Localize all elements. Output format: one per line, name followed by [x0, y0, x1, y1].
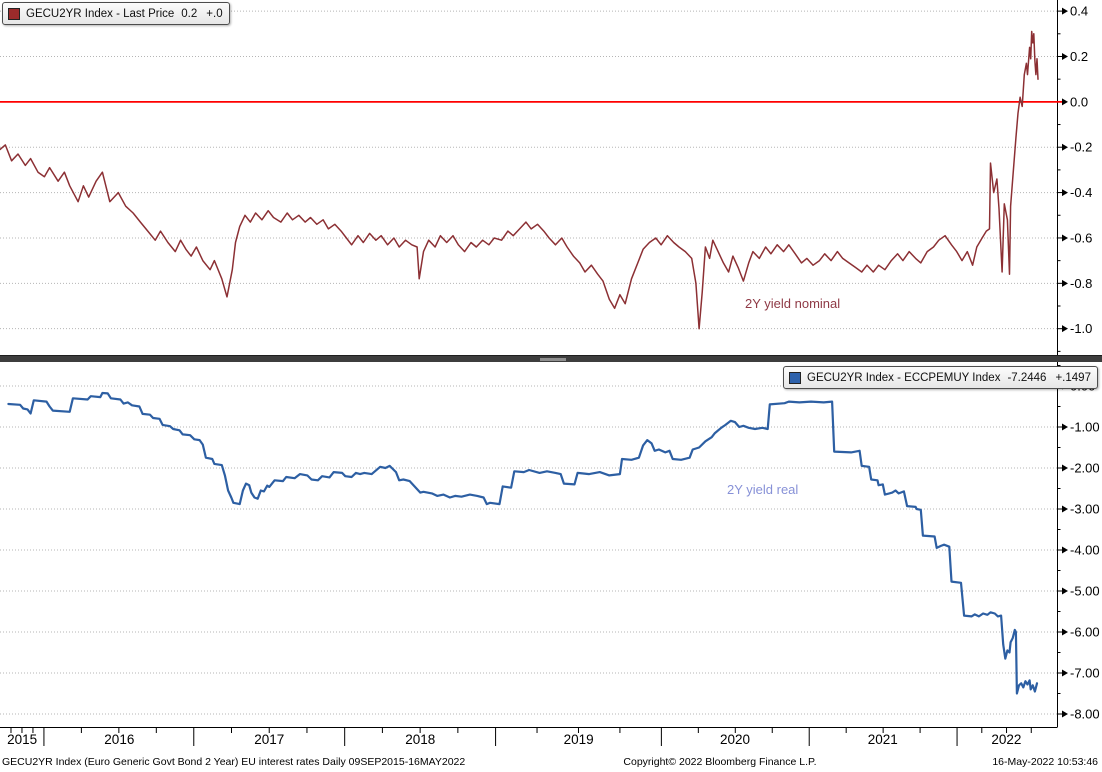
y-axis-tick-label: -0.8: [1070, 276, 1092, 291]
y-axis-tick-label: -0.6: [1070, 230, 1092, 245]
legend-nominal-last-price: 0.2: [181, 7, 198, 20]
axis-tick-arrow-icon: [1062, 98, 1068, 106]
x-axis-year-label: 2021: [868, 732, 898, 747]
axis-tick-arrow-icon: [1062, 7, 1068, 15]
axis-tick-arrow-icon: [1062, 325, 1068, 333]
nominal-series-line[interactable]: [0, 30, 1039, 330]
y-axis-tick-label: 0.4: [1070, 4, 1088, 19]
x-axis-year-label: 2020: [720, 732, 750, 747]
x-axis-year-label: 2015: [7, 732, 37, 747]
real-series-swatch-icon: [789, 371, 801, 384]
legend-nominal[interactable]: GECU2YR Index - Last Price 0.2 +.0: [2, 2, 230, 25]
axis-tick-arrow-icon: [1062, 546, 1068, 554]
real-series-annotation: 2Y yield real: [727, 482, 799, 497]
y-axis-tick-label: -0.2: [1070, 140, 1092, 155]
x-axis-year-label: 2017: [254, 732, 284, 747]
nominal-series-annotation: 2Y yield nominal: [745, 296, 841, 311]
real-yield-panel[interactable]: [0, 362, 1057, 727]
axis-tick-arrow-icon: [1062, 628, 1068, 636]
panel-divider-handle[interactable]: [540, 358, 566, 361]
y-axis-tick-label: -7.00: [1070, 666, 1100, 681]
y-axis-tick-label: -6.00: [1070, 624, 1100, 639]
y-axis-tick-label: 0.0: [1070, 94, 1088, 109]
legend-real-last-price: -7.2446: [1007, 371, 1047, 384]
y-axis-tick-label: -2.00: [1070, 460, 1100, 475]
chart-description: GECU2YR Index (Euro Generic Govt Bond 2 …: [2, 756, 466, 768]
real-series-line[interactable]: [7, 391, 1039, 695]
y-axis-tick-label: -0.4: [1070, 185, 1092, 200]
legend-nominal-label: GECU2YR Index - Last Price: [26, 7, 175, 20]
copyright-notice: Copyright© 2022 Bloomberg Finance L.P.: [623, 756, 817, 768]
axis-tick-arrow-icon: [1062, 143, 1068, 151]
axis-tick-arrow-icon: [1062, 669, 1068, 677]
axis-tick-arrow-icon: [1062, 423, 1068, 431]
legend-real[interactable]: GECU2YR Index - ECCPEMUY Index -7.2446 +…: [783, 366, 1098, 389]
panel-divider[interactable]: [0, 355, 1102, 362]
x-axis-year-label: 2016: [104, 732, 134, 747]
y-axis-tick-label: -8.00: [1070, 707, 1100, 722]
y-axis-tick-label: -5.00: [1070, 583, 1100, 598]
nominal-series-swatch-icon: [8, 7, 20, 20]
axis-tick-arrow-icon: [1062, 587, 1068, 595]
legend-real-change: +.1497: [1055, 371, 1091, 384]
legend-nominal-change: +.0: [206, 7, 223, 20]
axis-tick-arrow-icon: [1062, 505, 1068, 513]
legend-real-label: GECU2YR Index - ECCPEMUY Index: [807, 371, 1001, 384]
nominal-yield-panel[interactable]: [0, 0, 1057, 355]
x-axis-year-label: 2018: [405, 732, 435, 747]
axis-tick-arrow-icon: [1062, 52, 1068, 60]
y-axis-tick-label: -4.00: [1070, 542, 1100, 557]
axis-tick-arrow-icon: [1062, 189, 1068, 197]
axis-tick-arrow-icon: [1062, 234, 1068, 242]
axis-tick-arrow-icon: [1062, 464, 1068, 472]
y-axis-tick-label: -1.0: [1070, 321, 1092, 336]
y-axis-tick-label: 0.2: [1070, 49, 1088, 64]
x-axis-year-label: 2022: [991, 732, 1021, 747]
x-axis-year-label: 2019: [564, 732, 594, 747]
axis-tick-arrow-icon: [1062, 710, 1068, 718]
timestamp: 16-May-2022 10:53:46: [992, 756, 1098, 768]
axis-tick-arrow-icon: [1062, 279, 1068, 287]
y-axis-tick-label: -1.00: [1070, 419, 1100, 434]
x-axis-time[interactable]: 2015 2016 2017 2018 2019 2020 2021 2022: [0, 727, 1057, 753]
y-axis-tick-label: -3.00: [1070, 501, 1100, 516]
